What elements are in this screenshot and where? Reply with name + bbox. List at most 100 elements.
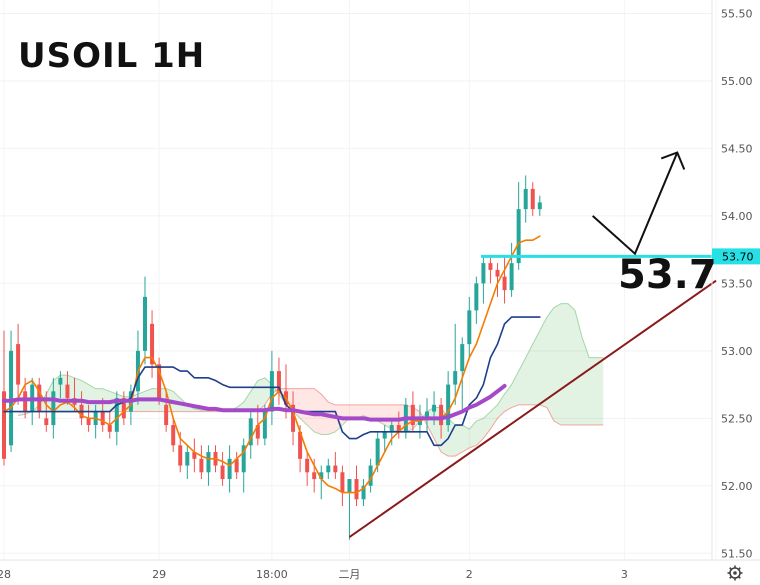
candle-body	[114, 398, 119, 432]
candle-body	[530, 188, 535, 210]
candle-body	[446, 384, 451, 426]
cloud-segment	[356, 404, 364, 419]
candle-body	[241, 445, 246, 473]
y-tick-label: 53.50	[721, 277, 753, 290]
candle-body	[192, 452, 197, 459]
candle-body	[171, 425, 176, 446]
candle-body	[269, 371, 274, 412]
candle-body	[495, 269, 500, 277]
indicator-line	[3, 235, 541, 494]
candle-body	[199, 458, 204, 473]
cloud-span-a	[18, 303, 604, 436]
candle-body	[537, 202, 542, 210]
candle-body	[157, 364, 162, 399]
cloud-segment	[455, 425, 463, 457]
candle-body	[523, 188, 528, 210]
candle-body	[44, 418, 49, 426]
candle-body	[262, 411, 267, 439]
candle-body	[220, 465, 225, 480]
candle-body	[178, 445, 183, 466]
cloud-segment	[300, 388, 308, 426]
cloud-segment	[194, 408, 202, 412]
cloud-segment	[469, 421, 477, 448]
candle-body	[467, 310, 472, 345]
candle-body	[305, 458, 310, 473]
level-tag-label: 53.70	[722, 250, 754, 263]
candle-body	[255, 425, 260, 439]
candle-body	[86, 418, 91, 426]
x-tick-label: 28	[0, 568, 11, 581]
candle-body	[326, 465, 331, 473]
candle-body	[206, 452, 211, 473]
y-tick-label: 55.00	[721, 75, 753, 88]
candle-body	[481, 263, 486, 284]
cloud-segment	[539, 317, 547, 408]
candle-body	[488, 263, 493, 270]
time-axis[interactable]: 28 29 18:00 二月 2 3	[0, 568, 628, 581]
cloud-segment	[137, 391, 145, 412]
cloud-segment	[384, 404, 392, 430]
candle-body	[396, 425, 401, 432]
candle-body	[150, 323, 155, 365]
candle-body	[2, 391, 6, 459]
x-tick-label: 29	[152, 568, 166, 581]
candle-body	[432, 404, 437, 412]
candle-body	[58, 377, 63, 385]
candle-body	[340, 472, 345, 493]
candle-body	[164, 404, 169, 426]
candle-body	[185, 452, 190, 466]
drawings	[348, 151, 717, 538]
grid-lines	[0, 0, 717, 560]
candle-body	[16, 344, 21, 385]
candle-body	[439, 404, 444, 426]
candle-body	[368, 465, 373, 486]
candle-body	[347, 479, 352, 493]
cloud-segment	[497, 394, 505, 419]
x-tick-label: 2	[466, 568, 473, 581]
candle-body	[410, 404, 415, 426]
cloud-segment	[257, 377, 265, 412]
candle-body	[319, 472, 324, 480]
candle-body	[298, 431, 303, 459]
level-annotation: 53.7	[618, 252, 717, 298]
candle-body	[354, 479, 359, 500]
cloud-segment	[582, 337, 590, 426]
cloud-segment	[102, 388, 110, 412]
chart-title: USOIL 1H	[18, 36, 206, 76]
cloud-segment	[243, 391, 251, 412]
level-price-tag: 53.70	[712, 248, 760, 265]
x-tick-label: 18:00	[256, 568, 288, 581]
cloud-segment	[349, 404, 357, 419]
cloud-segment	[476, 418, 484, 446]
candle-body	[361, 485, 366, 500]
price-axis[interactable]: 55.50 55.00 54.50 54.00 53.50 53.00 52.50 52.00…	[721, 7, 753, 560]
cloud-segment	[560, 303, 568, 426]
candle-body	[425, 411, 429, 419]
candle-body	[276, 371, 281, 392]
x-tick-label: 二月	[338, 568, 360, 581]
candle-body	[382, 431, 387, 439]
cloud-segment	[596, 357, 604, 426]
cloud-segment	[575, 310, 583, 426]
cloud-segment	[518, 357, 526, 405]
cloud-segment	[88, 384, 96, 412]
cloud-segment	[307, 388, 315, 432]
cloud-segment	[568, 303, 576, 426]
indicator-lines	[2, 235, 541, 494]
candle-body	[375, 438, 380, 466]
candle-body	[23, 391, 28, 412]
cloud-segment	[483, 411, 491, 439]
candle-body	[9, 350, 14, 446]
cloud-segment	[525, 344, 533, 405]
level-tag-background	[712, 248, 760, 265]
candle-body	[143, 296, 147, 351]
candle-body	[227, 458, 232, 480]
gear-icon[interactable]	[727, 565, 743, 581]
cloud-segment	[462, 425, 470, 453]
candle-body	[453, 371, 458, 385]
candle-body	[121, 398, 126, 419]
y-tick-label: 52.00	[721, 480, 753, 493]
candle-body	[248, 418, 253, 446]
projection-arrow	[592, 152, 679, 256]
